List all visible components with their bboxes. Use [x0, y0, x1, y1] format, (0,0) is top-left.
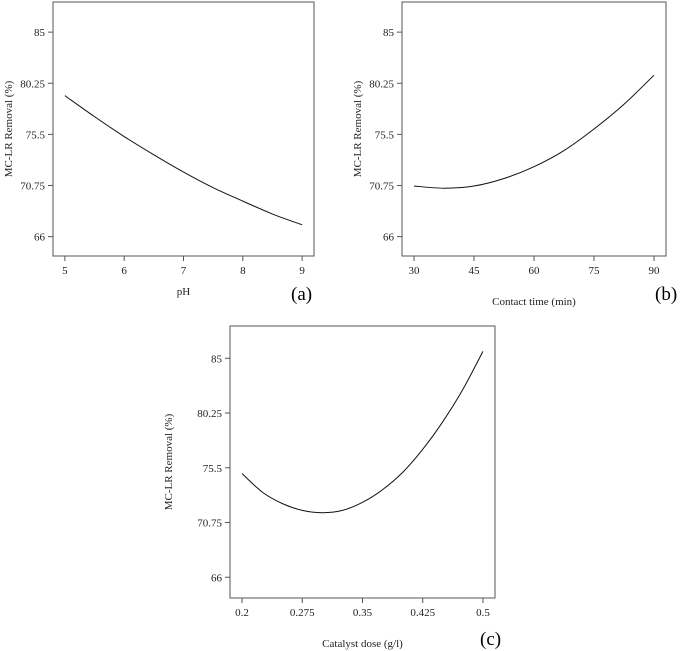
x-tick-label: 30 [409, 265, 421, 277]
y-axis-title: MC-LR Removal (%) [352, 80, 364, 177]
y-tick-label: 70.75 [197, 518, 222, 530]
x-tick-label: 0.2 [235, 607, 249, 619]
y-tick-label: 70.75 [20, 181, 45, 193]
x-tick-label: 5 [62, 265, 68, 277]
y-tick-label: 66 [34, 232, 46, 244]
y-tick-label: 85 [383, 27, 395, 39]
x-tick-label: 90 [649, 265, 661, 277]
chart-panel-a: 66 70.75 75.5 80.25 85 5 6 7 8 9 pH MC-LR Removal (… [3, 1, 315, 305]
y-tick-label: 75.5 [375, 129, 395, 141]
x-tick-label: 45 [469, 265, 481, 277]
series-line [64, 95, 303, 226]
y-tick-label: 70.75 [369, 181, 394, 193]
x-tick-label: 0.275 [290, 607, 315, 619]
x-tick-label: 0.425 [410, 607, 435, 619]
x-axis-title: Contact time (min) [492, 296, 576, 308]
y-tick-label: 75.5 [26, 129, 46, 141]
y-tick-label: 80.25 [369, 78, 394, 90]
x-axis-title: Catalyst dose (g/l) [322, 638, 403, 650]
x-tick-label: 6 [121, 265, 127, 277]
x-tick-label: 60 [529, 265, 541, 277]
panel-label: (a) [291, 284, 312, 305]
x-tick-label: 7 [181, 265, 187, 277]
x-tick-label: 0.5 [476, 607, 490, 619]
y-tick-label: 80.25 [197, 408, 222, 420]
y-tick-label: 85 [211, 353, 223, 365]
y-tick-label: 66 [383, 232, 395, 244]
panel-label: (c) [480, 629, 501, 650]
panel-label: (b) [655, 284, 677, 305]
plot-frame [401, 1, 667, 257]
x-axis-title: pH [177, 286, 191, 298]
y-tick-label: 66 [211, 572, 223, 584]
y-tick-label: 75.5 [203, 463, 223, 475]
y-tick-label: 85 [34, 27, 46, 39]
x-tick-label: 8 [240, 265, 246, 277]
plot-frame [229, 325, 496, 599]
plot-frame [52, 1, 315, 257]
x-tick-label: 9 [299, 265, 305, 277]
y-tick-label: 80.25 [20, 78, 45, 90]
chart-panel-b: 66 70.75 75.5 80.25 85 30 45 60 75 90 Contact time… [352, 1, 677, 308]
series-line [241, 351, 484, 514]
series-line [413, 74, 655, 189]
y-axis-title: MC-LR Removal (%) [3, 80, 15, 177]
y-axis-title: MC-LR Removal (%) [163, 413, 175, 510]
x-tick-label: 75 [589, 265, 601, 277]
x-tick-label: 0.35 [353, 607, 373, 619]
chart-panel-c: 66 70.75 75.5 80.25 85 0.2 0.275 0.35 0.425 0.5 Ca… [163, 325, 501, 650]
